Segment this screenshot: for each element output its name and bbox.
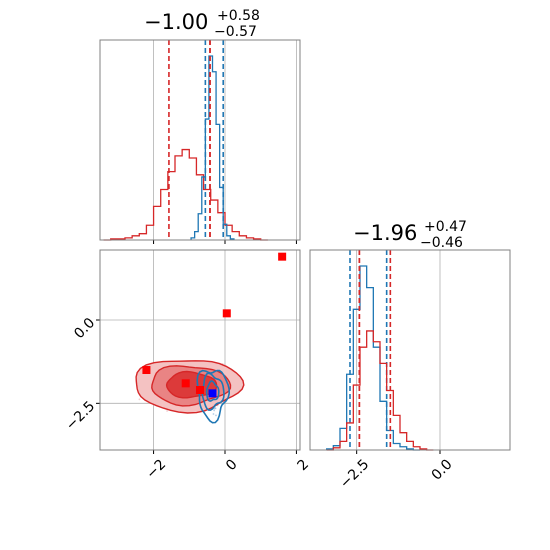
- p2-contour-blue-inner: [205, 380, 220, 402]
- p1-hist-series-1: [190, 55, 235, 240]
- p2-marker-2: [142, 366, 151, 374]
- p2-marker-1: [222, 309, 231, 318]
- p2-ytick-label-0: 0.0: [71, 315, 98, 342]
- p2-scatter-point-blue-112: [214, 407, 217, 410]
- p2-marker-0: [278, 252, 287, 261]
- panel-joint: −2 0 2 0.0 −2.5: [63, 249, 313, 482]
- title-param-1-minus: −0.57: [214, 24, 257, 40]
- p2-axes-frame: [99, 249, 301, 451]
- panel-marginal-param-2: −2.5 0.0: [309, 249, 511, 492]
- p2-marker-5: [208, 389, 217, 398]
- title-param-1: −1.00 +0.58 −0.57: [144, 8, 260, 40]
- p2-xtick-label-2: 2: [295, 456, 313, 474]
- panel-marginal-param-1: [99, 39, 301, 244]
- p2-scatter-point-blue-67: [213, 409, 216, 412]
- p2-scatter-point-blue-10: [215, 414, 217, 417]
- p2-scatter-point-blue-102: [212, 413, 215, 415]
- title-param-1-main: −1.00: [144, 10, 208, 34]
- p2-marker-3: [181, 379, 190, 388]
- p1-axes-frame: [99, 39, 301, 241]
- p3-hist-series-1: [326, 330, 434, 451]
- title-param-2-main: −1.96: [353, 221, 417, 245]
- p2-xtick-label-1: 0: [223, 456, 241, 474]
- p3-xtick-label-0: −2.5: [337, 456, 372, 491]
- p3-xtick-label-1: 0.0: [429, 456, 456, 483]
- p2-scatter-point-red-139: [138, 398, 141, 401]
- title-param-1-plus: +0.58: [217, 8, 260, 24]
- p3-axes-frame: [309, 249, 511, 451]
- p2-marker-4: [196, 386, 204, 394]
- p1-hist-series-0: [103, 148, 268, 241]
- p3-hist-series-0: [326, 265, 420, 451]
- title-param-2-plus: +0.47: [424, 219, 467, 235]
- title-param-2: −1.96 +0.47 −0.46: [353, 219, 467, 251]
- p2-scatter-point-red-81: [166, 410, 168, 412]
- p2-ytick-label-1: −2.5: [63, 398, 98, 433]
- title-param-2-minus: −0.46: [420, 235, 463, 251]
- p2-xtick-label-0: −2: [143, 456, 169, 482]
